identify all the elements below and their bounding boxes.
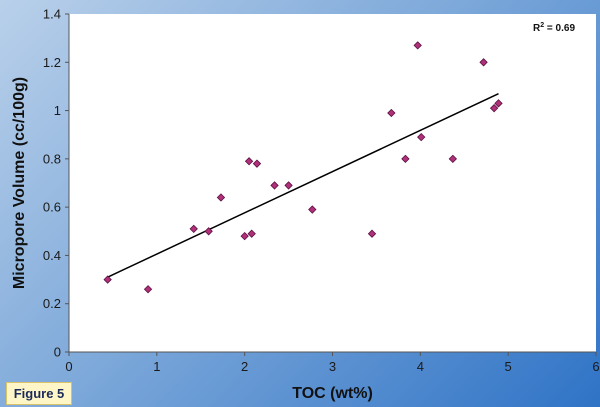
r2-rest: = 0.69 [544, 23, 575, 34]
data-point [489, 103, 499, 113]
data-point [387, 108, 396, 118]
data-point [413, 41, 422, 50]
figure-caption: Figure 5 [6, 382, 72, 405]
plot-area [69, 14, 596, 352]
x-tick-label: 4 [417, 359, 424, 374]
y-tick-label: 0.6 [43, 200, 61, 215]
r-squared-annotation: R2 = 0.69 [533, 22, 575, 34]
data-point [204, 227, 213, 236]
data-point [494, 99, 503, 108]
r2-superscript: 2 [540, 22, 544, 29]
data-point [479, 58, 488, 67]
data-points [103, 41, 503, 294]
y-axis-title: Micropore Volume (cc/100g) [11, 77, 28, 289]
data-point [270, 181, 279, 190]
y-tick-label: 1 [54, 103, 61, 118]
y-tick-label: 0.2 [43, 296, 61, 311]
y-tick-label: 0.4 [43, 248, 61, 263]
x-tick-label: 3 [329, 359, 336, 374]
y-axis-ticks: 0 0.2 0.4 0.6 0.8 1 1.2 1.4 [43, 7, 69, 360]
y-tick-label: 1.4 [43, 7, 61, 22]
x-tick-label: 1 [153, 359, 160, 374]
data-point [448, 154, 457, 164]
trendline [107, 92, 499, 278]
x-axis-title: TOC (wt%) [292, 385, 373, 402]
y-tick-label: 0 [54, 345, 61, 360]
r2-main: R [533, 23, 541, 34]
data-point [216, 193, 226, 202]
data-point [252, 159, 262, 168]
data-point [417, 132, 426, 142]
data-point [244, 157, 254, 166]
data-point [367, 229, 377, 238]
data-point [284, 181, 293, 190]
x-tick-label: 6 [592, 359, 599, 374]
y-tick-label: 1.2 [43, 55, 61, 70]
y-tick-label: 0.8 [43, 151, 61, 166]
data-point [247, 229, 256, 238]
x-tick-label: 5 [505, 359, 512, 374]
data-point [103, 275, 112, 284]
data-point [189, 224, 198, 234]
x-tick-label: 0 [65, 359, 72, 374]
data-point [401, 154, 410, 164]
x-axis-ticks: 0 1 2 3 4 5 6 [65, 352, 600, 374]
data-point [143, 285, 153, 294]
data-point [240, 231, 249, 241]
data-point [308, 205, 317, 214]
x-tick-label: 2 [241, 359, 248, 374]
